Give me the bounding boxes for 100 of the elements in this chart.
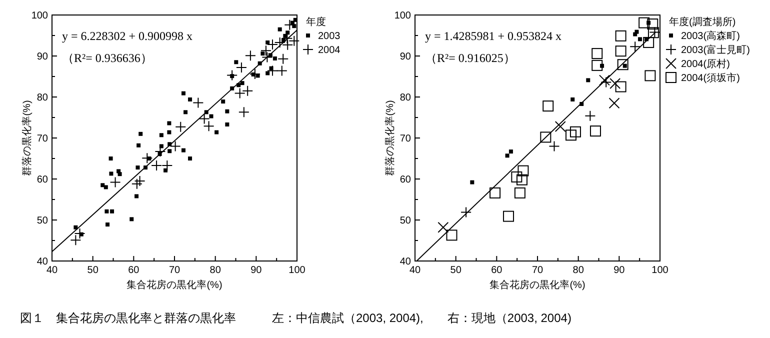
y-tick-label: 60: [400, 174, 412, 186]
x-tick-label: 60: [491, 265, 503, 276]
legend-label: 2004(原村): [681, 58, 730, 70]
point: [647, 18, 658, 30]
point: [159, 133, 164, 138]
point: [214, 130, 219, 134]
point: [74, 225, 78, 230]
point: [266, 40, 270, 44]
point: [592, 60, 603, 71]
point: [181, 148, 186, 152]
x-tick-label: 70: [532, 265, 544, 276]
x-tick-label: 90: [250, 265, 262, 276]
point: [260, 52, 265, 56]
annotation: y = 1.4285981 + 0.953824 x: [425, 29, 562, 43]
point: [221, 100, 226, 104]
point: [540, 132, 552, 143]
point: [286, 30, 290, 35]
y-tick-label: 50: [400, 216, 412, 226]
x-axis-title: 集合花房の黒化率(%): [126, 279, 222, 291]
point: [615, 81, 626, 92]
point: [615, 46, 626, 57]
legend-label: 2004: [318, 45, 341, 56]
point: [634, 30, 639, 34]
point: [643, 36, 654, 48]
point: [508, 150, 513, 154]
y-axis-title: 群落の黒化率(%): [21, 100, 33, 176]
point: [518, 165, 529, 176]
point: [167, 130, 172, 134]
point: [615, 30, 626, 42]
point: [644, 70, 656, 82]
point: [470, 180, 474, 184]
point: [565, 130, 576, 141]
point: [136, 166, 140, 170]
point: [167, 121, 172, 126]
point: [188, 156, 192, 160]
point: [503, 210, 514, 222]
point: [554, 121, 566, 132]
annotation: （R²= 0.916025）: [425, 51, 516, 65]
legend-title: 年度: [306, 16, 326, 28]
point: [138, 132, 143, 136]
point: [100, 183, 105, 188]
point: [130, 217, 134, 222]
caption: 図１ 集合花房の黒化率と群落の黒化率 左：中信農試（2003, 2004), 右：現地（2003, 2004): [20, 311, 572, 325]
point: [134, 194, 139, 198]
point: [505, 154, 510, 158]
point: [592, 48, 603, 60]
point: [590, 126, 601, 137]
y-tick-label: 90: [36, 52, 48, 62]
y-tick-label: 100: [31, 10, 48, 22]
point: [511, 171, 522, 182]
x-tick-label: 50: [87, 265, 99, 276]
point: [234, 60, 238, 64]
point: [168, 149, 172, 154]
x-tick-label: 40: [409, 265, 421, 276]
point: [159, 144, 164, 148]
y-tick-label: 60: [36, 174, 48, 186]
point: [209, 114, 214, 118]
point: [446, 230, 458, 241]
y-tick-label: 80: [400, 92, 412, 104]
y-tick-label: 70: [400, 134, 412, 144]
point: [240, 81, 244, 86]
point: [109, 172, 114, 176]
point: [638, 37, 642, 42]
point: [188, 97, 192, 102]
point: [438, 222, 449, 233]
legend-label: 2003: [318, 31, 341, 42]
point: [266, 71, 270, 76]
annotation: y = 6.228302 + 0.900998 x: [62, 29, 193, 43]
y-tick-label: 40: [400, 256, 412, 268]
x-tick-label: 60: [128, 265, 140, 276]
point: [225, 122, 230, 126]
point: [514, 187, 526, 198]
y-axis-title: 群落の黒化率(%): [384, 100, 396, 176]
x-tick-label: 100: [288, 265, 306, 276]
y-tick-label: 100: [394, 10, 412, 22]
legend-title: 年度(調査場所): [669, 16, 736, 28]
x-tick-label: 40: [46, 265, 58, 276]
x-tick-label: 80: [210, 265, 222, 276]
x-axis-title: 集合花房の黒化率(%): [490, 279, 586, 291]
point: [104, 209, 109, 214]
annotation: （R²= 0.936636）: [62, 51, 152, 65]
x-tick-label: 100: [652, 265, 669, 276]
point: [610, 78, 621, 89]
point: [272, 56, 277, 60]
y-tick-label: 70: [36, 134, 48, 144]
point: [104, 185, 108, 190]
y-tick-label: 50: [36, 216, 48, 226]
legend-label: 2003(富士見町): [681, 44, 750, 56]
legend-label: 2003(高森町): [681, 30, 740, 42]
point: [108, 156, 113, 160]
point: [638, 17, 650, 28]
point: [586, 78, 590, 82]
x-tick-label: 70: [168, 265, 180, 276]
point: [225, 109, 230, 114]
point: [617, 59, 628, 70]
x-tick-label: 80: [572, 265, 584, 276]
point: [570, 97, 575, 102]
point: [184, 110, 188, 114]
y-tick-label: 40: [36, 256, 48, 268]
point: [110, 209, 114, 214]
